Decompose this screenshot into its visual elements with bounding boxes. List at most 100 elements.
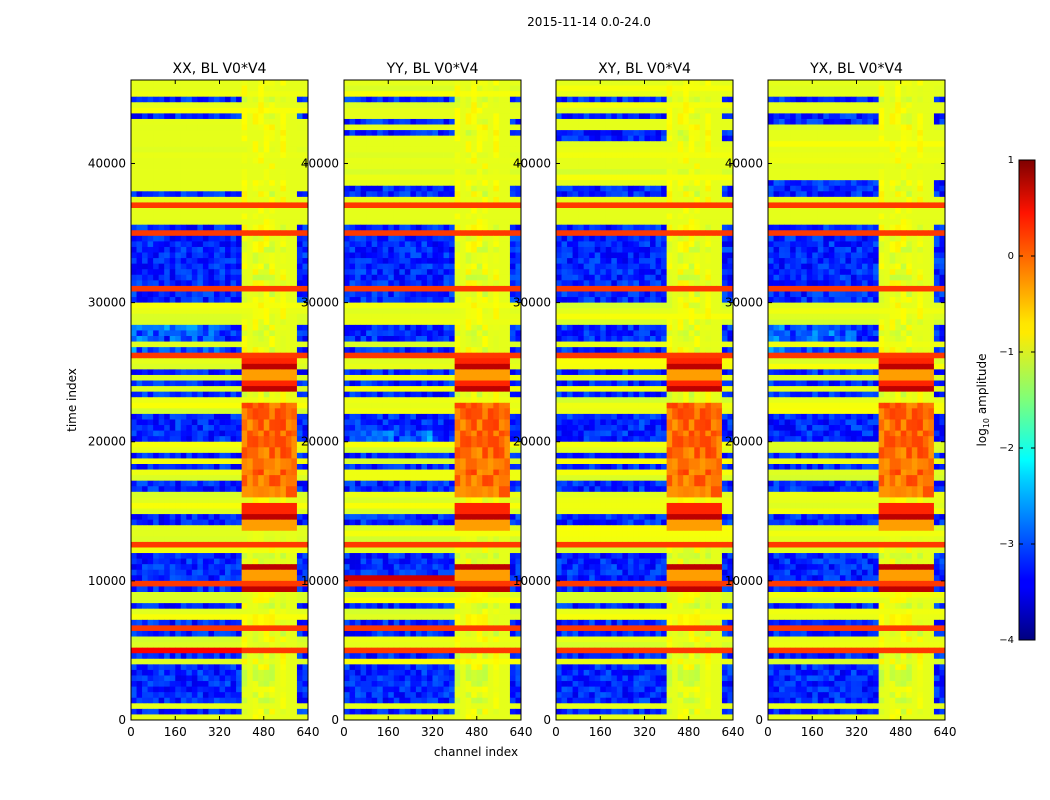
heatmap-yy <box>344 80 522 721</box>
heatmap-cell <box>164 558 171 565</box>
heatmap-cell <box>213 458 220 465</box>
heatmap-cell <box>426 258 433 265</box>
heatmap-cell <box>241 592 248 598</box>
heatmap-cell <box>393 263 400 270</box>
heatmap-cell <box>142 374 148 381</box>
heatmap-cell <box>131 308 137 315</box>
heatmap-cell <box>236 675 243 682</box>
heatmap-cell <box>225 246 231 253</box>
heatmap-cell <box>247 152 254 159</box>
heatmap-cell <box>388 113 395 120</box>
heatmap-cell <box>186 324 193 331</box>
heatmap-cell <box>147 374 154 381</box>
heatmap-cell <box>236 252 243 259</box>
heatmap-cell <box>180 308 187 315</box>
heatmap-cell <box>296 219 303 226</box>
heatmap-cell <box>296 235 303 242</box>
heatmap-cell <box>291 441 298 448</box>
heatmap-cell <box>302 413 309 420</box>
heatmap-cell <box>258 525 265 532</box>
heatmap-cell <box>515 241 522 248</box>
heatmap-cell <box>269 575 276 582</box>
heatmap-cell <box>258 475 265 482</box>
heatmap-cell <box>131 425 137 432</box>
heatmap-cell <box>285 630 292 637</box>
heatmap-cell <box>404 102 411 109</box>
heatmap-cell <box>131 174 137 181</box>
heatmap-cell <box>296 91 303 98</box>
heatmap-cell <box>404 219 411 226</box>
heatmap-cell <box>169 336 176 342</box>
heatmap-cell <box>291 274 298 281</box>
heatmap-cell <box>230 480 237 487</box>
heatmap-cell <box>415 252 422 259</box>
heatmap-cell <box>349 285 356 292</box>
heatmap-cell <box>247 141 254 148</box>
heatmap-cell <box>482 152 489 159</box>
heatmap-cell <box>153 408 160 415</box>
heatmap-cell <box>158 196 165 203</box>
heatmap-cell <box>366 113 373 120</box>
heatmap-cell <box>482 285 489 292</box>
heatmap-cell <box>269 241 276 248</box>
heatmap-cell <box>476 141 483 148</box>
heatmap-cell <box>360 118 367 125</box>
heatmap-cell <box>241 536 248 543</box>
heatmap-cell <box>438 191 444 198</box>
heatmap-cell <box>186 263 193 270</box>
heatmap-cell <box>213 374 220 381</box>
heatmap-cell <box>208 91 215 98</box>
heatmap-cell <box>191 180 198 187</box>
heatmap-cell <box>349 297 356 304</box>
heatmap-cell <box>280 336 287 342</box>
heatmap-cell <box>213 85 220 92</box>
heatmap-cell <box>208 469 215 476</box>
heatmap-cell <box>460 241 467 248</box>
heatmap-cell <box>169 302 176 309</box>
heatmap-cell <box>142 464 148 470</box>
heatmap-cell <box>208 608 215 615</box>
heatmap-cell <box>498 96 505 103</box>
heatmap-cell <box>438 280 444 287</box>
heatmap-cell <box>202 558 209 565</box>
heatmap-cell <box>263 619 270 626</box>
heatmap-cell <box>131 374 137 381</box>
heatmap-cell <box>142 664 148 671</box>
heatmap-cell <box>213 541 220 548</box>
heatmap-cell <box>515 141 522 148</box>
heatmap-cell <box>219 441 226 448</box>
heatmap-cell <box>147 130 154 137</box>
heatmap-cell <box>169 586 176 593</box>
heatmap-cell <box>482 163 489 170</box>
heatmap-cell <box>158 497 165 504</box>
heatmap-cell <box>158 697 165 704</box>
heatmap-cell <box>487 252 494 259</box>
heatmap-cell <box>269 547 276 554</box>
heatmap-cell <box>493 263 500 270</box>
heatmap-cell <box>241 380 248 387</box>
heatmap-cell <box>213 703 220 710</box>
heatmap-cell <box>263 636 270 643</box>
heatmap-cell <box>142 118 148 125</box>
heatmap-cell <box>153 508 160 515</box>
heatmap-cell <box>236 497 243 504</box>
heatmap-cell <box>349 191 356 198</box>
heatmap-cell <box>252 263 259 270</box>
heatmap-cell <box>180 274 187 281</box>
heatmap-cell <box>164 152 171 159</box>
heatmap-cell <box>241 113 248 120</box>
heatmap-cell <box>302 163 309 170</box>
heatmap-cell <box>443 163 450 170</box>
heatmap-cell <box>449 235 456 242</box>
heatmap-cell <box>493 174 500 181</box>
heatmap-cell <box>180 196 187 203</box>
heatmap-cell <box>426 297 433 304</box>
heatmap-cell <box>426 196 433 203</box>
heatmap-cell <box>191 497 198 504</box>
heatmap-cell <box>142 491 148 498</box>
heatmap-cell <box>296 491 303 498</box>
heatmap-cell <box>197 502 204 509</box>
heatmap-cell <box>269 630 276 637</box>
heatmap-cell <box>136 480 143 487</box>
heatmap-cell <box>208 107 215 114</box>
